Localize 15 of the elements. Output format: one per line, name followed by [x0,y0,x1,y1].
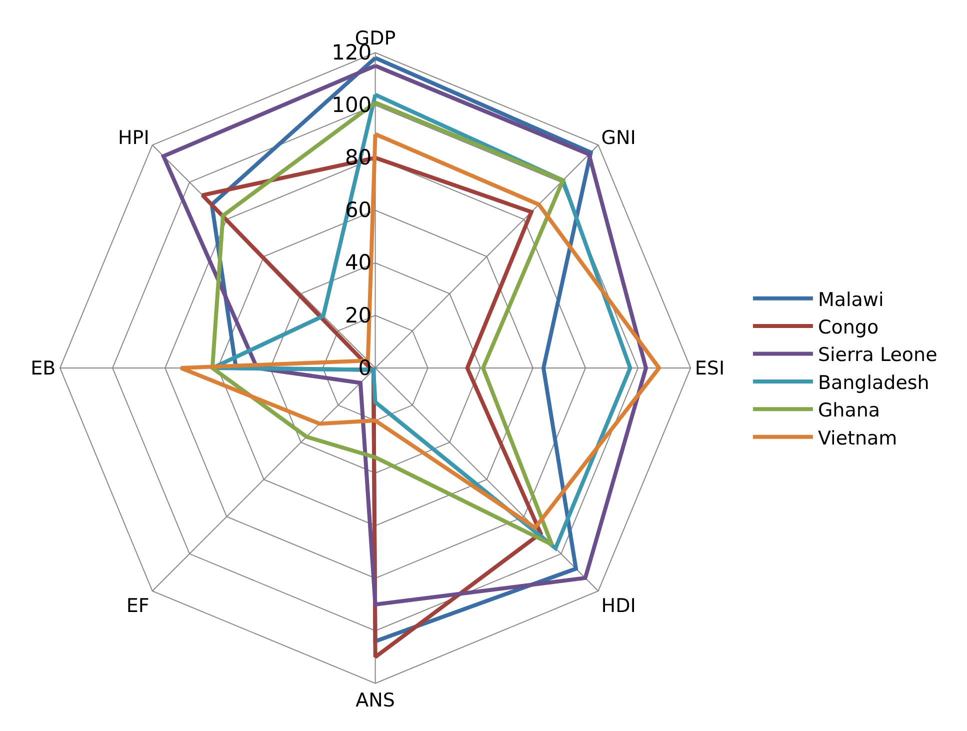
legend-label: Vietnam [818,427,898,450]
spoke-label: ESI [694,358,725,380]
legend-label: Bangladesh [818,372,930,394]
spoke-label: EB [30,358,56,380]
y-tick-label: 100 [332,93,372,118]
legend-label: Sierra Leone [818,344,938,366]
y-tick-label: 0 [358,356,372,380]
spoke-label: HPI [118,127,150,150]
spoke-label: HDI [601,595,636,618]
spoke-label: GNI [601,127,636,150]
legend-label: Congo [818,316,879,338]
spoke-label: EF [126,595,150,618]
spoke-label: ANS [356,690,395,712]
legend-label: Malawi [818,288,884,311]
legend-label: Ghana [818,400,880,422]
